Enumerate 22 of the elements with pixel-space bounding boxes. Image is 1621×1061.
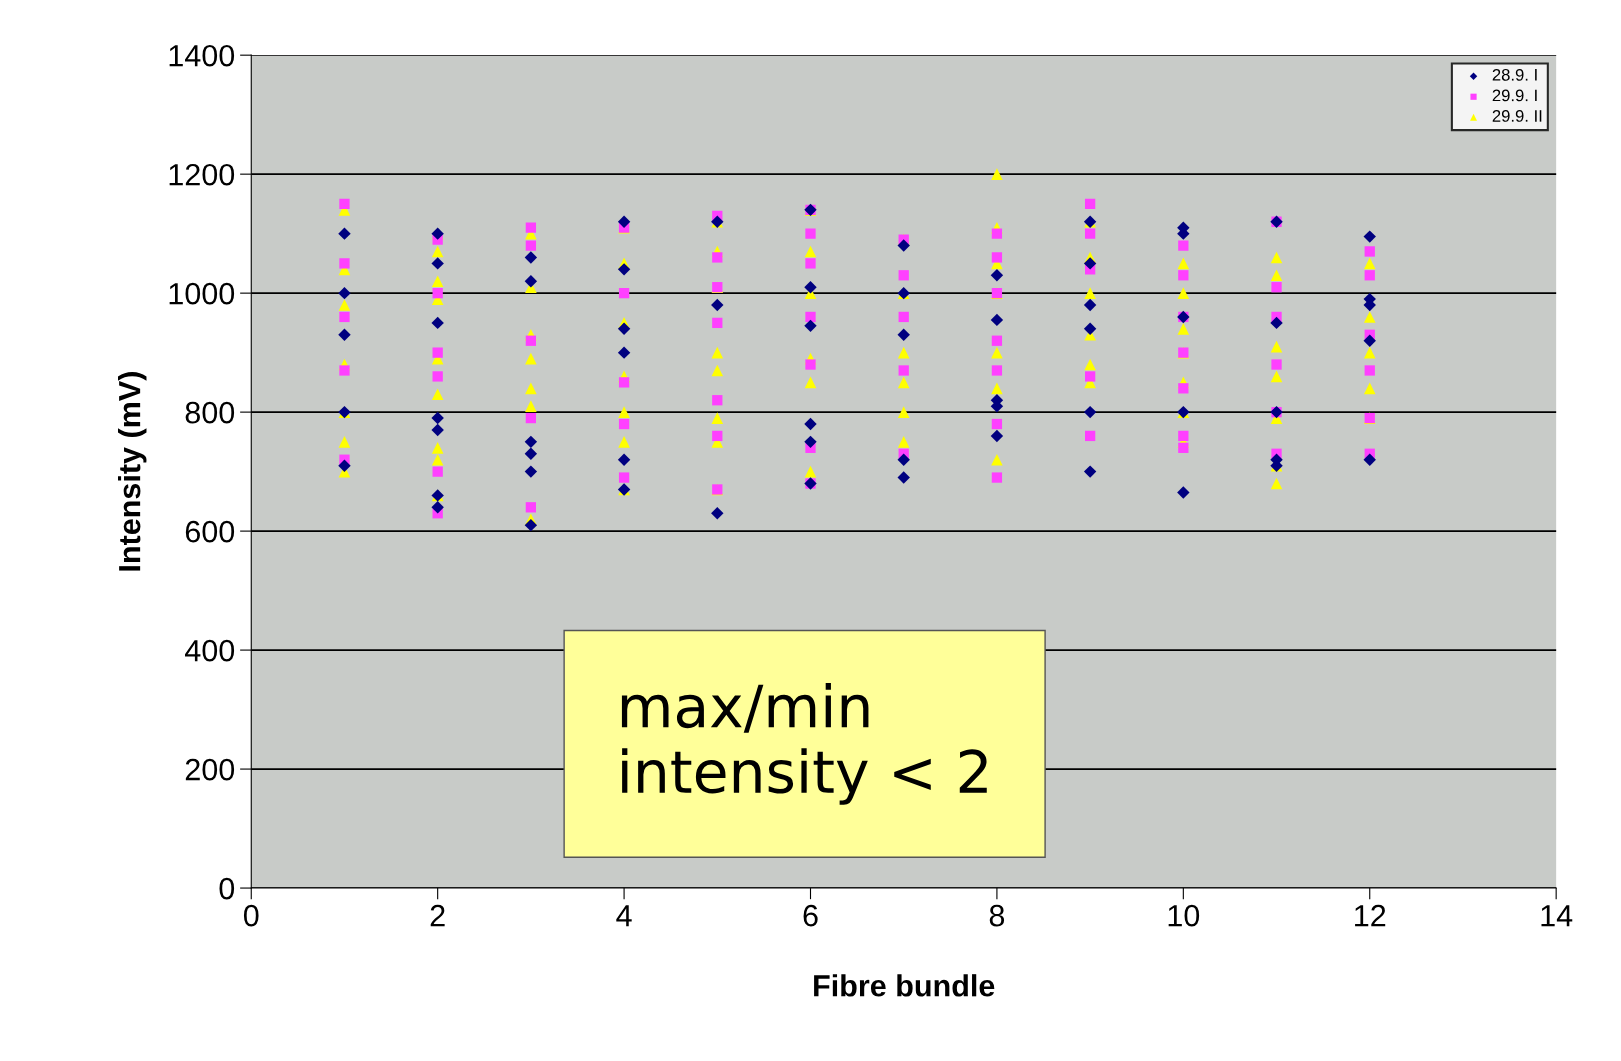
y-axis-title: Intensity (mV)	[118, 372, 147, 571]
x-tick-label: 10	[1168, 904, 1200, 927]
legend-label: 29.9. II	[1492, 110, 1542, 122]
y-tick-label: 1200	[169, 163, 235, 186]
y-tick-label: 800	[185, 401, 235, 424]
x-tick-label: 6	[803, 904, 818, 927]
y-tick-label: 1000	[169, 282, 235, 305]
annotation: max/min intensity < 2	[621, 682, 987, 805]
y-tick-label: 400	[185, 639, 235, 662]
x-tick-label: 14	[1541, 905, 1573, 927]
legend-label: 29.9. I	[1492, 89, 1537, 102]
x-tick-label: 4	[616, 905, 632, 927]
y-tick-label: 200	[185, 758, 235, 781]
legend-label: 28.9. I	[1492, 68, 1537, 81]
x-tick-label: 12	[1355, 904, 1386, 927]
x-tick-label: 2	[430, 904, 445, 927]
y-tick-label: 0	[219, 877, 235, 900]
x-tick-label: 8	[989, 904, 1005, 927]
x-axis-title: Fibre bundle	[814, 974, 995, 997]
y-tick-label: 1400	[169, 44, 235, 67]
y-tick-label: 600	[185, 520, 235, 543]
x-tick-label: 0	[243, 904, 259, 927]
